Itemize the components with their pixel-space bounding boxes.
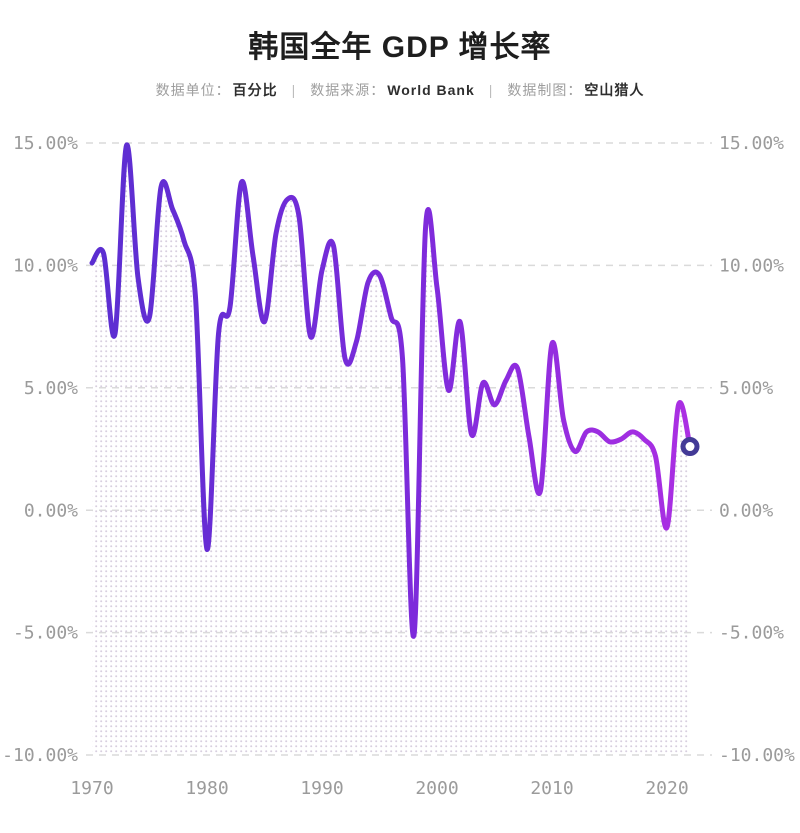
y-axis-tick-label-left: 15.00% <box>13 133 78 154</box>
meta-source-label: 数据来源： <box>310 82 386 98</box>
y-axis-tick-label-right: 15.00% <box>719 133 784 154</box>
last-point-marker <box>680 437 700 457</box>
x-axis-tick-label: 1970 <box>70 778 113 799</box>
meta-unit-value: 百分比 <box>232 82 278 98</box>
meta-author-value: 空山猎人 <box>584 82 645 98</box>
y-axis-tick-label-left: -5.00% <box>13 623 78 644</box>
gdp-growth-line <box>89 142 693 639</box>
meta-source-value: World Bank <box>387 82 475 98</box>
y-axis-tick-label-right: -5.00% <box>719 623 784 644</box>
x-axis-tick-label: 1980 <box>185 778 228 799</box>
y-axis-tick-label-left: -10.00% <box>2 745 78 766</box>
x-axis-tick-label: 1990 <box>300 778 343 799</box>
y-axis-tick-label-right: 5.00% <box>719 378 773 399</box>
y-axis-tick-label-left: 0.00% <box>24 500 78 521</box>
area-fill-dotted <box>92 144 690 755</box>
x-axis-tick-label: 2010 <box>530 778 573 799</box>
meta-separator: | <box>488 82 494 98</box>
page-title: 韩国全年 GDP 增长率 <box>248 31 552 64</box>
y-axis-labels: 15.00% 15.00% 10.00% 10.00% 5.00% 5.00% 0.00% 0… <box>2 133 795 766</box>
y-axis-tick-label-right: 0.00% <box>719 500 773 521</box>
y-axis-tick-label-right: -10.00% <box>719 745 795 766</box>
meta-unit-label: 数据单位： <box>155 82 231 98</box>
meta-separator: | <box>291 82 297 98</box>
meta-author-label: 数据制图： <box>507 82 583 98</box>
y-axis-tick-label-right: 10.00% <box>719 256 784 277</box>
x-axis-tick-label: 2020 <box>645 778 688 799</box>
y-axis-tick-label-left: 5.00% <box>24 378 78 399</box>
x-axis-tick-label: 2000 <box>415 778 458 799</box>
chart-meta-row: 数据单位： 百分比 | 数据来源： World Bank | 数据制图： 空山猎… <box>0 80 800 100</box>
x-axis-labels: 1970 1980 1990 2000 2010 2020 <box>70 778 688 799</box>
y-axis-tick-label-left: 10.00% <box>13 256 78 277</box>
